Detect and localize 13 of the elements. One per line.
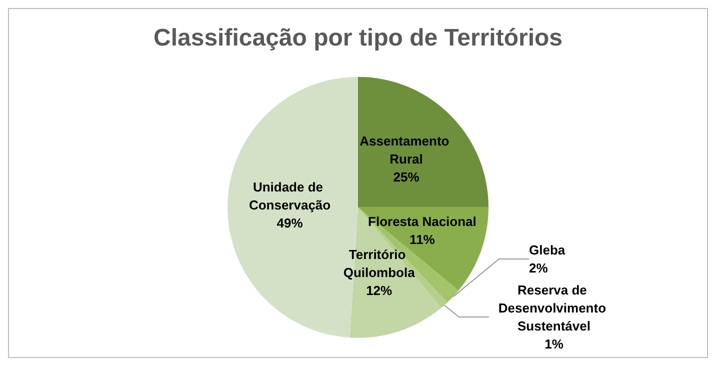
slice-label: Unidade de Conservação (248, 180, 331, 213)
slice-label: Território Quilombola (343, 246, 416, 280)
slice-label: Floresta Nacional (368, 214, 476, 229)
data-label: 1% (544, 336, 564, 352)
chart-title: Classificação por tipo de Territórios (154, 24, 562, 52)
data-label: 11% (410, 232, 436, 247)
slice-label: Gleba (529, 242, 566, 258)
data-label: 12% (366, 282, 393, 298)
data-label: 49% (276, 216, 304, 231)
slice-label: Reserva de Desenvolvimento Sustentável (498, 282, 610, 334)
data-label: 25% (393, 170, 420, 185)
data-label: 2% (529, 260, 548, 276)
slice-label: Assentamento Rural (360, 134, 453, 167)
